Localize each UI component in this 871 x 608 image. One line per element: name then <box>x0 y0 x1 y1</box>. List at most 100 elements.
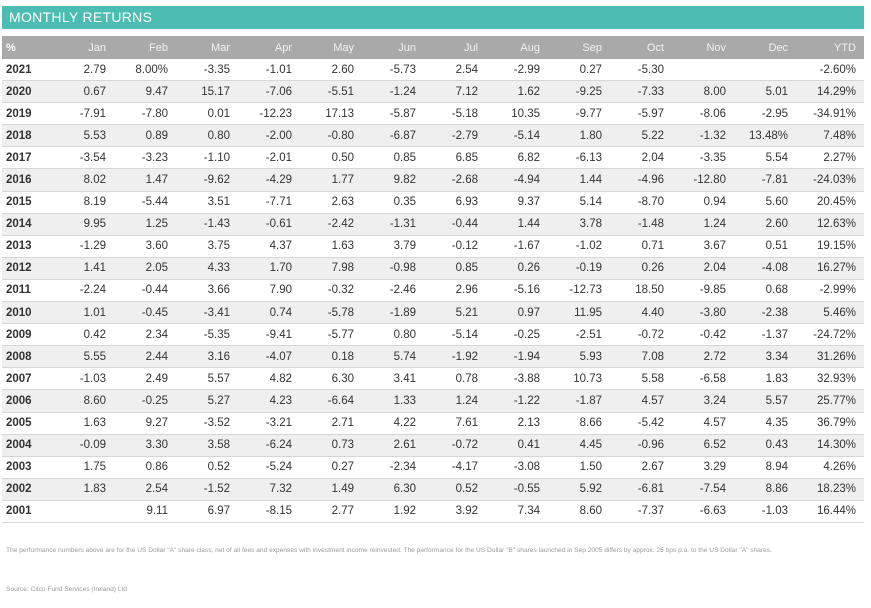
month-cell: -1.94 <box>486 345 548 369</box>
month-cell: 4.23 <box>238 389 300 413</box>
month-cell: -9.85 <box>672 279 734 303</box>
ytd-cell: 12.63% <box>796 213 864 236</box>
year-cell: 2009 <box>2 323 52 347</box>
table-row: 2018 5.53 0.89 0.80 -2.00 -0.80 -6.87 -2.79 -5.1… <box>2 124 864 148</box>
month-cell: -5.97 <box>610 102 672 126</box>
month-cell: -1.22 <box>486 389 548 413</box>
header-cell-may: May <box>300 36 362 59</box>
ytd-cell: -24.03% <box>796 168 864 192</box>
table-row: 2014 9.95 1.25 -1.43 -0.61 -2.42 -1.31 -0.44 1.4… <box>2 213 864 236</box>
month-cell: 0.50 <box>300 146 362 170</box>
table-row: 2003 1.75 0.86 0.52 -5.24 0.27 -2.34 -4.17 -3.08… <box>2 456 864 479</box>
month-cell: -3.35 <box>672 146 734 170</box>
table-body: 2021 2.79 8.00% -3.35 -1.01 2.60 -5.73 2.54 -2.9… <box>2 59 864 523</box>
header-cell-jul: Jul <box>424 36 486 59</box>
month-cell: 6.93 <box>424 191 486 214</box>
ytd-cell: -24.72% <box>796 323 864 347</box>
month-cell: 1.24 <box>424 389 486 413</box>
month-cell: -0.25 <box>114 389 176 413</box>
header-cell-nov: Nov <box>672 36 734 59</box>
month-cell: 5.01 <box>734 80 796 104</box>
month-cell: 5.55 <box>52 345 114 369</box>
month-cell: -5.51 <box>300 80 362 104</box>
month-cell: 4.82 <box>238 367 300 391</box>
month-cell: 2.05 <box>114 257 176 280</box>
month-cell: -2.42 <box>300 213 362 236</box>
month-cell: 5.93 <box>548 345 610 369</box>
source-note: Source: Citco Fund Services (Ireland) Lt… <box>6 586 127 593</box>
month-cell: -1.31 <box>362 213 424 236</box>
month-cell: -1.89 <box>362 301 424 325</box>
month-cell: -2.51 <box>548 323 610 347</box>
month-cell: -9.77 <box>548 102 610 126</box>
month-cell: -3.41 <box>176 301 238 325</box>
month-cell: 2.60 <box>300 59 362 82</box>
year-cell: 2006 <box>2 389 52 413</box>
month-cell: 0.18 <box>300 345 362 369</box>
month-cell: 0.74 <box>238 301 300 325</box>
month-cell: 9.27 <box>114 412 176 435</box>
ytd-cell: 5.46% <box>796 301 864 325</box>
year-cell: 2002 <box>2 478 52 501</box>
month-cell: 2.54 <box>424 59 486 82</box>
ytd-cell: 16.44% <box>796 500 864 523</box>
month-cell: -4.94 <box>486 168 548 192</box>
month-cell <box>734 59 796 82</box>
year-cell: 2001 <box>2 500 52 523</box>
month-cell: -1.32 <box>672 124 734 148</box>
month-cell: 1.01 <box>52 301 114 325</box>
month-cell: 1.77 <box>300 168 362 192</box>
ytd-cell: -2.60% <box>796 59 864 82</box>
month-cell: -6.64 <box>300 389 362 413</box>
month-cell: -0.55 <box>486 478 548 501</box>
month-cell: -0.61 <box>238 213 300 236</box>
month-cell: -3.88 <box>486 367 548 391</box>
month-cell: -5.30 <box>610 59 672 82</box>
month-cell: 3.58 <box>176 434 238 457</box>
month-cell: 1.25 <box>114 213 176 236</box>
month-cell: 1.92 <box>362 500 424 523</box>
month-cell <box>672 59 734 82</box>
month-cell: -0.19 <box>548 257 610 280</box>
header-cell-percent: % <box>2 36 52 59</box>
month-cell: 7.32 <box>238 478 300 501</box>
month-cell: 6.30 <box>362 478 424 501</box>
month-cell: 8.19 <box>52 191 114 214</box>
month-cell: 8.60 <box>52 389 114 413</box>
month-cell: 7.08 <box>610 345 672 369</box>
table-row: 2004 -0.09 3.30 3.58 -6.24 0.73 2.61 -0.72 0.41 4… <box>2 434 864 457</box>
ytd-cell: 25.77% <box>796 389 864 413</box>
month-cell: 3.92 <box>424 500 486 523</box>
month-cell: -1.43 <box>176 213 238 236</box>
month-cell: 1.83 <box>52 478 114 501</box>
ytd-cell: 36.79% <box>796 412 864 435</box>
month-cell: -0.25 <box>486 323 548 347</box>
month-cell: -1.87 <box>548 389 610 413</box>
table-row: 2007 -1.03 2.49 5.57 4.82 6.30 3.41 0.78 -3.88 10… <box>2 367 864 391</box>
month-cell: 1.50 <box>548 456 610 479</box>
table-row: 2011 -2.24 -0.44 3.66 7.90 -0.32 -2.46 2.96 -5.1… <box>2 279 864 303</box>
month-cell: 1.47 <box>114 168 176 192</box>
month-cell: 6.82 <box>486 146 548 170</box>
month-cell: 2.49 <box>114 367 176 391</box>
month-cell: -2.01 <box>238 146 300 170</box>
table-row: 2006 8.60 -0.25 5.27 4.23 -6.64 1.33 1.24 -1.22-… <box>2 389 864 413</box>
year-cell: 2019 <box>2 102 52 126</box>
month-cell: -5.42 <box>610 412 672 435</box>
ytd-cell: 7.48% <box>796 124 864 148</box>
month-cell: 0.52 <box>424 478 486 501</box>
table-row: 2008 5.55 2.44 3.16 -4.07 0.18 5.74 -1.92 -1.94 5… <box>2 345 864 369</box>
month-cell: 3.24 <box>672 389 734 413</box>
month-cell: -1.52 <box>176 478 238 501</box>
month-cell: 4.22 <box>362 412 424 435</box>
month-cell: 9.95 <box>52 213 114 236</box>
month-cell: 7.90 <box>238 279 300 303</box>
month-cell: -7.54 <box>672 478 734 501</box>
month-cell: 3.29 <box>672 456 734 479</box>
ytd-cell: 14.29% <box>796 80 864 104</box>
footnote: The performance numbers above are for th… <box>6 547 772 554</box>
month-cell: 3.75 <box>176 235 238 258</box>
month-cell: 0.27 <box>548 59 610 82</box>
month-cell: -4.29 <box>238 168 300 192</box>
month-cell: 5.22 <box>610 124 672 148</box>
